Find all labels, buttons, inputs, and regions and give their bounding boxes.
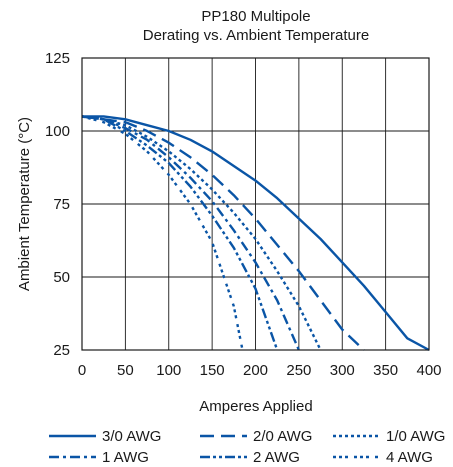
y-tick-label: 50 bbox=[53, 269, 70, 286]
x-tick-label: 200 bbox=[243, 362, 268, 379]
legend: 3/0 AWG 2/0 AWG 1/0 AWG 1 AWG 2 AWG 4 AWG bbox=[49, 428, 445, 466]
legend-label: 4 AWG bbox=[386, 449, 433, 466]
y-tick-labels: 25 50 75 100 125 bbox=[45, 50, 70, 359]
plot-frame bbox=[81, 57, 430, 351]
x-tick-label: 350 bbox=[373, 362, 398, 379]
y-tick-label: 100 bbox=[45, 123, 70, 140]
x-tick-label: 400 bbox=[416, 362, 441, 379]
y-tick-label: 75 bbox=[53, 196, 70, 213]
x-tick-label: 250 bbox=[286, 362, 311, 379]
legend-label: 1 AWG bbox=[102, 449, 149, 466]
chart-subtitle: Derating vs. Ambient Temperature bbox=[143, 27, 370, 44]
series-line-1-awg bbox=[81, 115, 300, 351]
series-layer bbox=[81, 115, 430, 352]
y-tick-label: 125 bbox=[45, 50, 70, 67]
series-line-4-awg bbox=[81, 115, 244, 351]
x-tick-label: 150 bbox=[200, 362, 225, 379]
x-tick-labels: 0 50 100 150 200 250 300 350 400 bbox=[78, 362, 442, 379]
legend-label: 2 AWG bbox=[253, 449, 300, 466]
x-tick-label: 300 bbox=[330, 362, 355, 379]
chart-title: PP180 Multipole bbox=[201, 8, 310, 25]
series-line-3-0-awg bbox=[82, 115, 430, 352]
series-line-2-0-awg bbox=[81, 115, 365, 351]
x-tick-label: 0 bbox=[78, 362, 86, 379]
y-axis-label: Ambient Temperature (°C) bbox=[16, 117, 33, 291]
x-axis-label: Amperes Applied bbox=[199, 398, 312, 415]
y-tick-label: 25 bbox=[53, 342, 70, 359]
x-tick-label: 100 bbox=[156, 362, 181, 379]
legend-label: 3/0 AWG bbox=[102, 428, 161, 445]
x-tick-label: 50 bbox=[117, 362, 134, 379]
legend-label: 1/0 AWG bbox=[386, 428, 445, 445]
series-line-2-awg bbox=[81, 115, 279, 351]
legend-label: 2/0 AWG bbox=[253, 428, 312, 445]
series-line-1-0-awg bbox=[81, 115, 322, 351]
grid bbox=[81, 57, 430, 351]
